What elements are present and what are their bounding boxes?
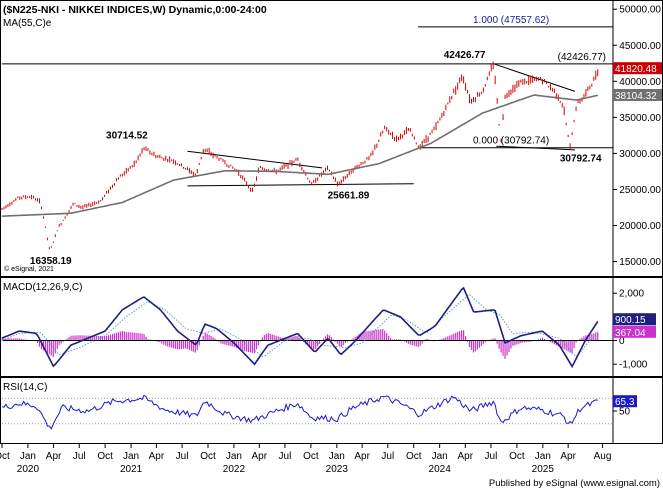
chart-title: ($N225-NKI - NIKKEI INDICES,W) Dynamic,0… — [3, 4, 267, 16]
x-tick-label: Apr — [560, 451, 576, 462]
macd-y-tick-label: 0 — [619, 336, 625, 347]
price-panel: 1.000 (47557.62) (42426.77) 0.000 (30792.7… — [0, 0, 663, 277]
esignal-watermark: © eSignal, 2021 — [4, 265, 54, 273]
rsi-value-badges: 65.3 — [613, 395, 637, 408]
value-badge — [613, 313, 656, 326]
price-value-badges: 41820.48 38104.32 — [613, 62, 662, 102]
price-annotations: 16358.19 30714.52 25661.89 42426.77 30792.74 — [30, 50, 602, 267]
x-tick-label: Oct — [0, 451, 10, 462]
value-badge — [613, 62, 662, 75]
trendline — [493, 63, 576, 92]
rsi-y-axis: 50 — [613, 407, 631, 418]
rsi-y-tick-label: 50 — [619, 407, 631, 418]
x-tick-label: Apr — [149, 451, 165, 462]
macd-value-badges: 900.15 367.04 — [613, 313, 656, 339]
x-tick-label: Jul — [73, 451, 86, 462]
price-annotation: 30714.52 — [106, 130, 148, 141]
footer-credit: Published by eSignal (www.esignal.com) — [489, 478, 660, 489]
x-tick-label: Jan — [432, 451, 448, 462]
value-badge-text: 900.15 — [615, 315, 646, 326]
x-year-label: 2020 — [17, 464, 40, 475]
x-tick-label: Jan — [329, 451, 345, 462]
fibonacci-line-label: 1.000 (47557.62) — [473, 15, 549, 26]
x-year-label: 2024 — [429, 464, 452, 475]
x-tick-label: Apr — [252, 451, 268, 462]
x-axis: Oct Jan Apr Jul Oct Jan Apr Jul Oct Jan Apr Jul Oct J… — [0, 444, 611, 475]
price-moving-average — [1, 94, 598, 217]
x-tick-label: Apr — [458, 451, 474, 462]
x-tick-label: Jul — [381, 451, 394, 462]
price-y-tick-label: 15000.00 — [619, 257, 661, 268]
rsi-title: RSI(14,C) — [3, 382, 47, 393]
rsi-panel-frame — [0, 377, 663, 444]
fibonacci-line-label: (42426.77) — [558, 52, 606, 63]
x-tick-label: Oct — [200, 451, 216, 462]
x-tick-label: Jul — [176, 451, 189, 462]
price-annotation: 25661.89 — [328, 191, 370, 202]
x-tick-label: Jul — [279, 451, 292, 462]
x-tick-label: Aug — [594, 451, 612, 462]
value-badge — [613, 88, 662, 101]
x-tick-label: Apr — [46, 451, 62, 462]
ma-legend: MA(55,C)e — [3, 18, 52, 29]
price-y-tick-label: 30000.00 — [619, 149, 661, 160]
rsi-panel: 50 65.3 RSI(14,C) — [0, 377, 663, 444]
x-year-label: 2022 — [223, 464, 246, 475]
rsi-line — [1, 394, 598, 430]
x-tick-label: Jan — [20, 451, 36, 462]
x-tick-label: Apr — [354, 451, 370, 462]
x-year-label: 2023 — [326, 464, 349, 475]
trendline — [187, 183, 414, 187]
macd-title: MACD(12,26,9,C) — [3, 282, 82, 293]
price-y-tick-label: 35000.00 — [619, 113, 661, 124]
x-tick-label: Jul — [485, 451, 498, 462]
fibonacci-line-label: 0.000 (30792.74) — [473, 136, 549, 147]
value-badge — [613, 395, 637, 408]
trendline — [496, 145, 575, 151]
macd-line — [1, 286, 599, 369]
price-annotation: 30792.74 — [560, 154, 602, 165]
macd-histogram — [1, 329, 599, 359]
x-tick-label: Jan — [535, 451, 551, 462]
macd-panel-frame — [0, 277, 663, 377]
price-y-tick-label: 50000.00 — [619, 5, 661, 16]
price-y-axis: 15000.00 20000.00 25000.00 30000.00 35000.00… — [613, 5, 661, 268]
x-year-label: 2021 — [120, 464, 143, 475]
x-tick-label: Oct — [406, 451, 422, 462]
macd-lines — [1, 286, 613, 369]
price-y-tick-label: 20000.00 — [619, 221, 661, 232]
value-badge-text: 41820.48 — [615, 64, 657, 75]
x-tick-label: Oct — [97, 451, 113, 462]
value-badge — [613, 325, 656, 338]
rsi-line-path — [1, 394, 598, 430]
x-tick-label: Oct — [303, 451, 319, 462]
x-year-label: 2025 — [532, 464, 555, 475]
macd-signal-line — [1, 293, 599, 358]
x-tick-label: Oct — [509, 451, 525, 462]
price-y-tick-label: 40000.00 — [619, 77, 661, 88]
macd-y-tick-label: 2,000 — [619, 289, 644, 300]
value-badge-text: 65.3 — [615, 397, 635, 408]
price-annotation: 42426.77 — [444, 50, 486, 61]
x-tick-label: Jan — [226, 451, 242, 462]
value-badge-text: 367.04 — [615, 328, 646, 339]
price-y-tick-label: 25000.00 — [619, 185, 661, 196]
price-annotation: 16358.19 — [30, 256, 72, 267]
moving-average-line — [1, 94, 598, 217]
x-tick-label: Jan — [123, 451, 139, 462]
price-y-tick-label: 45000.00 — [619, 41, 661, 52]
price-panel-frame — [0, 0, 663, 277]
value-badge-text: 38104.32 — [615, 91, 657, 102]
macd-y-tick-label: -1,000 — [619, 360, 648, 371]
price-horizontal-lines: 1.000 (47557.62) (42426.77) 0.000 (30792.7… — [2, 15, 613, 149]
